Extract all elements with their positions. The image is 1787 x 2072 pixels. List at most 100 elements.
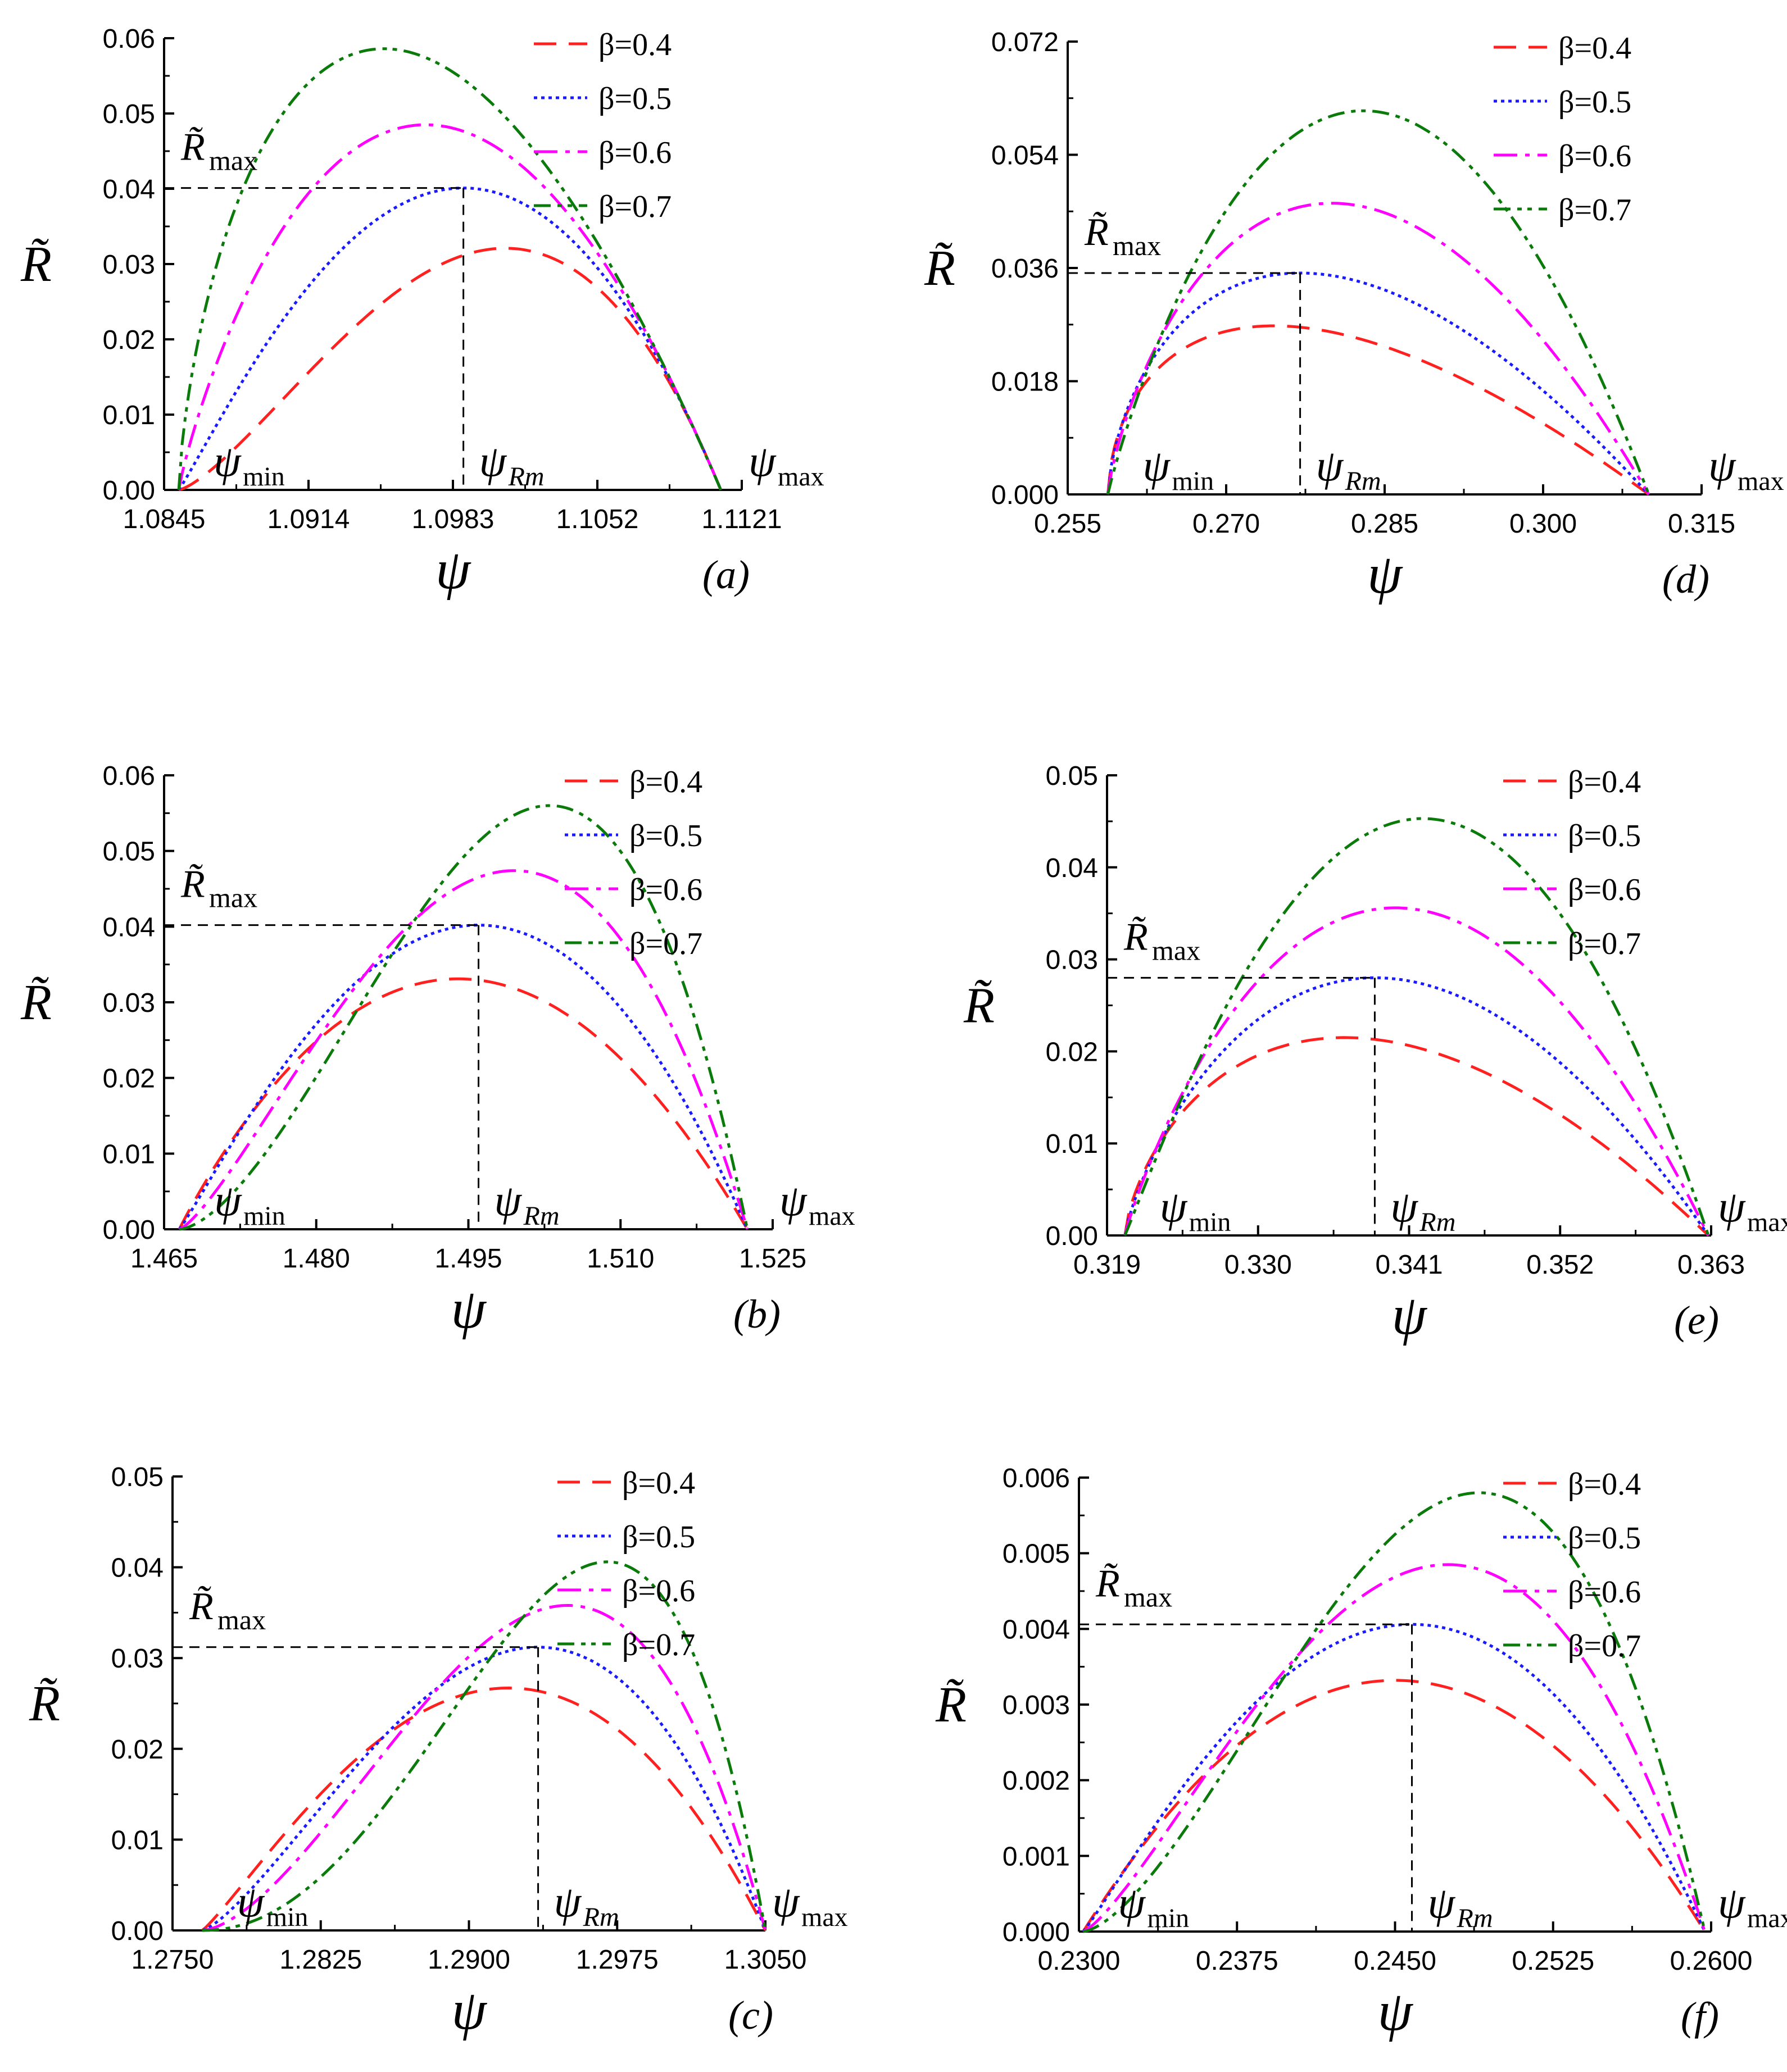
x-tick-label: 0.2600 xyxy=(1670,1946,1753,1976)
x-axis-label: ψ xyxy=(1367,543,1403,605)
rmax-label: R̃ xyxy=(189,1585,214,1628)
y-tick-label: 0.03 xyxy=(103,988,155,1018)
psi-min-label: ψ xyxy=(237,1877,265,1926)
y-tick-label: 0.006 xyxy=(1003,1464,1070,1493)
y-tick-label: 0.03 xyxy=(1046,946,1098,975)
y-tick-label: 0.001 xyxy=(1003,1842,1070,1871)
panel-label: (f) xyxy=(1681,1994,1719,2039)
psi-max-label: ψ xyxy=(749,437,777,485)
psi-min-label: ψ xyxy=(1142,441,1171,490)
psi-min-label-subscript: min xyxy=(266,1902,309,1932)
psi-min-label-subscript: min xyxy=(243,462,285,492)
x-tick-label: 0.341 xyxy=(1375,1250,1443,1280)
x-tick-label: 0.363 xyxy=(1677,1250,1745,1280)
legend-label-beta-0-7: β=0.7 xyxy=(1568,1629,1641,1664)
y-tick-label: 0.02 xyxy=(103,325,155,355)
y-tick-label: 0.036 xyxy=(991,254,1059,284)
x-tick-label: 0.300 xyxy=(1509,509,1577,539)
psi-rm-label-subscript: Rm xyxy=(508,462,545,492)
psi-rm-label-subscript: Rm xyxy=(1419,1207,1455,1237)
series-line-beta-0-6 xyxy=(1123,906,1710,1237)
psi-min-label: ψ xyxy=(1118,1878,1146,1927)
psi-rm-label: ψ xyxy=(479,437,507,485)
x-tick-label: 1.525 xyxy=(739,1244,806,1274)
psi-max-label: ψ xyxy=(779,1176,808,1225)
psi-rm-label: ψ xyxy=(1316,441,1344,490)
legend-label-beta-0-4: β=0.4 xyxy=(1568,1467,1641,1502)
y-axis-label: R̃ xyxy=(20,237,52,292)
psi-min-label: ψ xyxy=(214,1176,242,1225)
panel-label: (c) xyxy=(728,1993,773,2038)
legend-label-beta-0-4: β=0.4 xyxy=(598,28,672,62)
psi-max-label: ψ xyxy=(1718,1182,1746,1231)
series-line-beta-0-5 xyxy=(178,924,749,1230)
chart-c: 0.00 0.01 0.02 0.03 0.04 0.05 1.2750 1.2825 1.29… xyxy=(29,1462,848,2041)
y-tick-label: 0.005 xyxy=(1003,1539,1070,1569)
chart-a: 0.00 0.01 0.02 0.03 0.04 0.05 0.06 1.0845 1.0914… xyxy=(20,24,824,601)
y-tick-label: 0.01 xyxy=(103,1139,155,1169)
psi-min-label-subscript: min xyxy=(1172,466,1214,496)
y-tick-label: 0.02 xyxy=(1046,1037,1098,1067)
y-tick-label: 0.05 xyxy=(103,99,155,129)
legend-label-beta-0-5: β=0.5 xyxy=(598,81,672,116)
psi-rm-label: ψ xyxy=(554,1877,582,1926)
legend-label-beta-0-7: β=0.7 xyxy=(1558,193,1631,228)
legend-label-beta-0-5: β=0.5 xyxy=(1568,1521,1641,1556)
series-line-beta-0-7 xyxy=(202,1560,767,1932)
x-tick-label: 1.2900 xyxy=(428,1945,510,1975)
x-tick-label: 1.3050 xyxy=(724,1945,807,1975)
rmax-subscript: max xyxy=(209,145,257,176)
y-tick-label: 0.04 xyxy=(103,175,155,205)
x-tick-label: 1.465 xyxy=(130,1244,198,1274)
psi-max-label-subscript: max xyxy=(801,1902,848,1932)
y-tick-label: 0.000 xyxy=(991,480,1059,510)
y-tick-label: 0.01 xyxy=(1046,1129,1098,1159)
rmax-subscript: max xyxy=(1113,230,1161,261)
y-tick-label: 0.04 xyxy=(103,912,155,942)
x-tick-label: 1.2975 xyxy=(576,1945,659,1975)
series-line-beta-0-7 xyxy=(1106,109,1650,495)
y-tick-label: 0.05 xyxy=(111,1462,164,1492)
psi-max-label: ψ xyxy=(772,1877,800,1926)
legend-label-beta-0-5: β=0.5 xyxy=(629,819,702,853)
psi-rm-label: ψ xyxy=(1428,1878,1456,1927)
psi-max-label-subscript: max xyxy=(778,462,824,492)
y-tick-label: 0.004 xyxy=(1003,1615,1070,1644)
series-line-beta-0-5 xyxy=(201,1646,767,1932)
x-tick-label: 1.0914 xyxy=(267,505,350,534)
panel-label: (a) xyxy=(702,552,750,597)
chart-b: 0.00 0.01 0.02 0.03 0.04 0.05 0.06 1.465 1.480 1.… xyxy=(20,761,855,1340)
y-tick-label: 0.054 xyxy=(991,141,1059,171)
psi-rm-label-subscript: Rm xyxy=(583,1902,619,1932)
x-tick-label: 1.495 xyxy=(434,1244,502,1274)
series-line-beta-0-4 xyxy=(178,977,749,1230)
psi-max-label: ψ xyxy=(1718,1878,1746,1927)
x-tick-label: 1.1052 xyxy=(556,505,639,534)
chart-e: 0.00 0.01 0.02 0.03 0.04 0.05 0.319 0.330 0.341 0… xyxy=(963,761,1787,1346)
series-line-beta-0-5 xyxy=(1082,1623,1706,1933)
series-line-beta-0-7 xyxy=(1083,1491,1707,1933)
legend-label-beta-0-7: β=0.7 xyxy=(598,189,672,224)
series-line-beta-0-6 xyxy=(1082,1563,1707,1933)
rmax-label: R̃ xyxy=(180,126,205,169)
legend-label-beta-0-6: β=0.6 xyxy=(1568,873,1641,907)
y-tick-label: 0.003 xyxy=(1003,1691,1070,1720)
x-axis-label: ψ xyxy=(1377,1980,1413,2042)
y-tick-label: 0.00 xyxy=(103,1215,155,1245)
psi-max-label: ψ xyxy=(1708,441,1736,490)
legend-label-beta-0-4: β=0.4 xyxy=(622,1466,695,1501)
rmax-label: R̃ xyxy=(1084,211,1109,254)
psi-rm-label: ψ xyxy=(1390,1182,1418,1231)
series-line-beta-0-4 xyxy=(1106,324,1650,496)
legend-label-beta-0-6: β=0.6 xyxy=(598,135,672,170)
psi-rm-label-subscript: Rm xyxy=(1345,466,1381,496)
y-tick-label: 0.01 xyxy=(111,1825,164,1855)
x-tick-label: 0.285 xyxy=(1351,509,1418,539)
y-tick-label: 0.03 xyxy=(103,250,155,280)
psi-min-label-subscript: min xyxy=(243,1201,285,1231)
y-tick-label: 0.05 xyxy=(1046,761,1098,791)
y-axis-label: R̃ xyxy=(963,978,995,1034)
psi-min-label-subscript: min xyxy=(1148,1903,1190,1933)
psi-max-label-subscript: max xyxy=(1738,466,1784,496)
series-line-beta-0-7 xyxy=(179,804,749,1231)
